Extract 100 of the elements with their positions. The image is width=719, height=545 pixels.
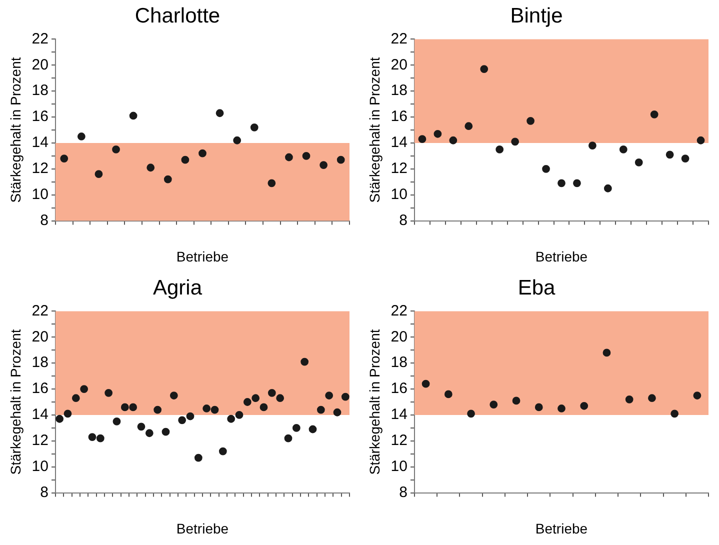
y-tick-label: 22 <box>390 302 408 320</box>
y-tick-label: 10 <box>32 186 48 203</box>
y-tick-label: 8 <box>40 484 48 501</box>
point <box>260 403 268 412</box>
point <box>276 394 284 402</box>
point <box>181 156 190 164</box>
y-tick-label: 18 <box>32 354 48 372</box>
point <box>233 136 242 144</box>
y-tick-label: 14 <box>32 406 48 424</box>
point <box>88 433 96 441</box>
point <box>94 170 103 178</box>
y-tick-label: 10 <box>390 186 408 203</box>
point <box>511 138 520 146</box>
point <box>336 156 345 164</box>
point <box>467 410 475 418</box>
point <box>444 390 452 398</box>
y-tick-label: 12 <box>390 160 408 178</box>
y-tick-label: 22 <box>32 302 48 320</box>
point <box>650 110 658 118</box>
y-axis-title: Stärkegehalt in Prozent <box>7 329 24 475</box>
point <box>56 414 64 423</box>
x-axis-title: Betriebe <box>176 248 229 264</box>
y-tick-label: 8 <box>399 484 408 501</box>
point <box>186 412 194 420</box>
point <box>72 394 80 402</box>
point <box>558 404 566 412</box>
y-tick-label: 20 <box>32 56 48 74</box>
y-tick-label: 14 <box>390 406 408 424</box>
y-tick-label: 20 <box>390 56 408 74</box>
point <box>308 425 317 434</box>
point <box>666 150 674 159</box>
y-tick-label: 22 <box>390 30 408 48</box>
point <box>216 109 224 118</box>
point <box>604 184 612 192</box>
point <box>300 358 309 366</box>
y-tick-label: 16 <box>32 380 48 398</box>
point <box>648 394 656 402</box>
y-tick-label: 8 <box>40 212 48 229</box>
y-tick-label: 14 <box>390 134 408 152</box>
point <box>64 410 72 418</box>
point <box>137 422 146 431</box>
point <box>218 447 227 456</box>
y-tick-label: 20 <box>32 328 48 346</box>
point <box>252 394 260 402</box>
point <box>316 406 325 414</box>
point <box>625 395 634 404</box>
point <box>145 429 154 438</box>
point <box>422 380 430 388</box>
point <box>194 454 202 462</box>
y-tick-label: 18 <box>390 354 408 372</box>
point <box>146 164 155 172</box>
chart-title: Charlotte <box>134 4 220 28</box>
point <box>162 428 170 436</box>
point <box>235 411 244 419</box>
y-tick-label: 10 <box>32 458 48 475</box>
y-tick-label: 12 <box>32 432 48 450</box>
chart-title: Agria <box>152 276 202 300</box>
y-tick-label: 20 <box>390 328 408 346</box>
y-tick-label: 16 <box>390 108 408 126</box>
point <box>198 149 206 158</box>
point <box>573 179 581 188</box>
point <box>170 392 178 400</box>
y-tick-label: 18 <box>390 82 408 100</box>
point <box>129 403 138 412</box>
y-tick-label: 16 <box>390 380 408 398</box>
chart-title: Bintje <box>510 4 563 28</box>
point <box>602 348 611 357</box>
point <box>210 406 219 414</box>
point <box>542 164 550 173</box>
point <box>250 123 258 132</box>
point <box>418 135 426 144</box>
point <box>154 406 162 414</box>
point <box>670 410 679 418</box>
point <box>96 434 104 442</box>
point <box>580 402 588 410</box>
point <box>112 418 121 426</box>
point <box>619 146 628 154</box>
chart-title: Eba <box>518 276 556 300</box>
point <box>526 116 534 125</box>
point <box>490 400 498 409</box>
point <box>120 403 129 412</box>
point <box>60 154 68 162</box>
point <box>341 392 350 401</box>
point <box>112 146 120 154</box>
point <box>292 424 300 432</box>
point <box>434 130 442 138</box>
point <box>325 392 334 400</box>
y-axis-title: Stärkegehalt in Prozent <box>7 57 24 203</box>
point <box>681 154 690 162</box>
point <box>178 416 186 424</box>
point <box>268 179 276 188</box>
point <box>302 152 310 160</box>
point <box>693 392 702 400</box>
point <box>77 132 86 140</box>
point <box>243 398 252 406</box>
y-axis-title: Stärkegehalt in Prozent <box>366 329 382 475</box>
point <box>464 122 473 130</box>
point <box>588 142 596 150</box>
y-axis-title: Stärkegehalt in Prozent <box>366 57 382 203</box>
point <box>104 388 113 397</box>
